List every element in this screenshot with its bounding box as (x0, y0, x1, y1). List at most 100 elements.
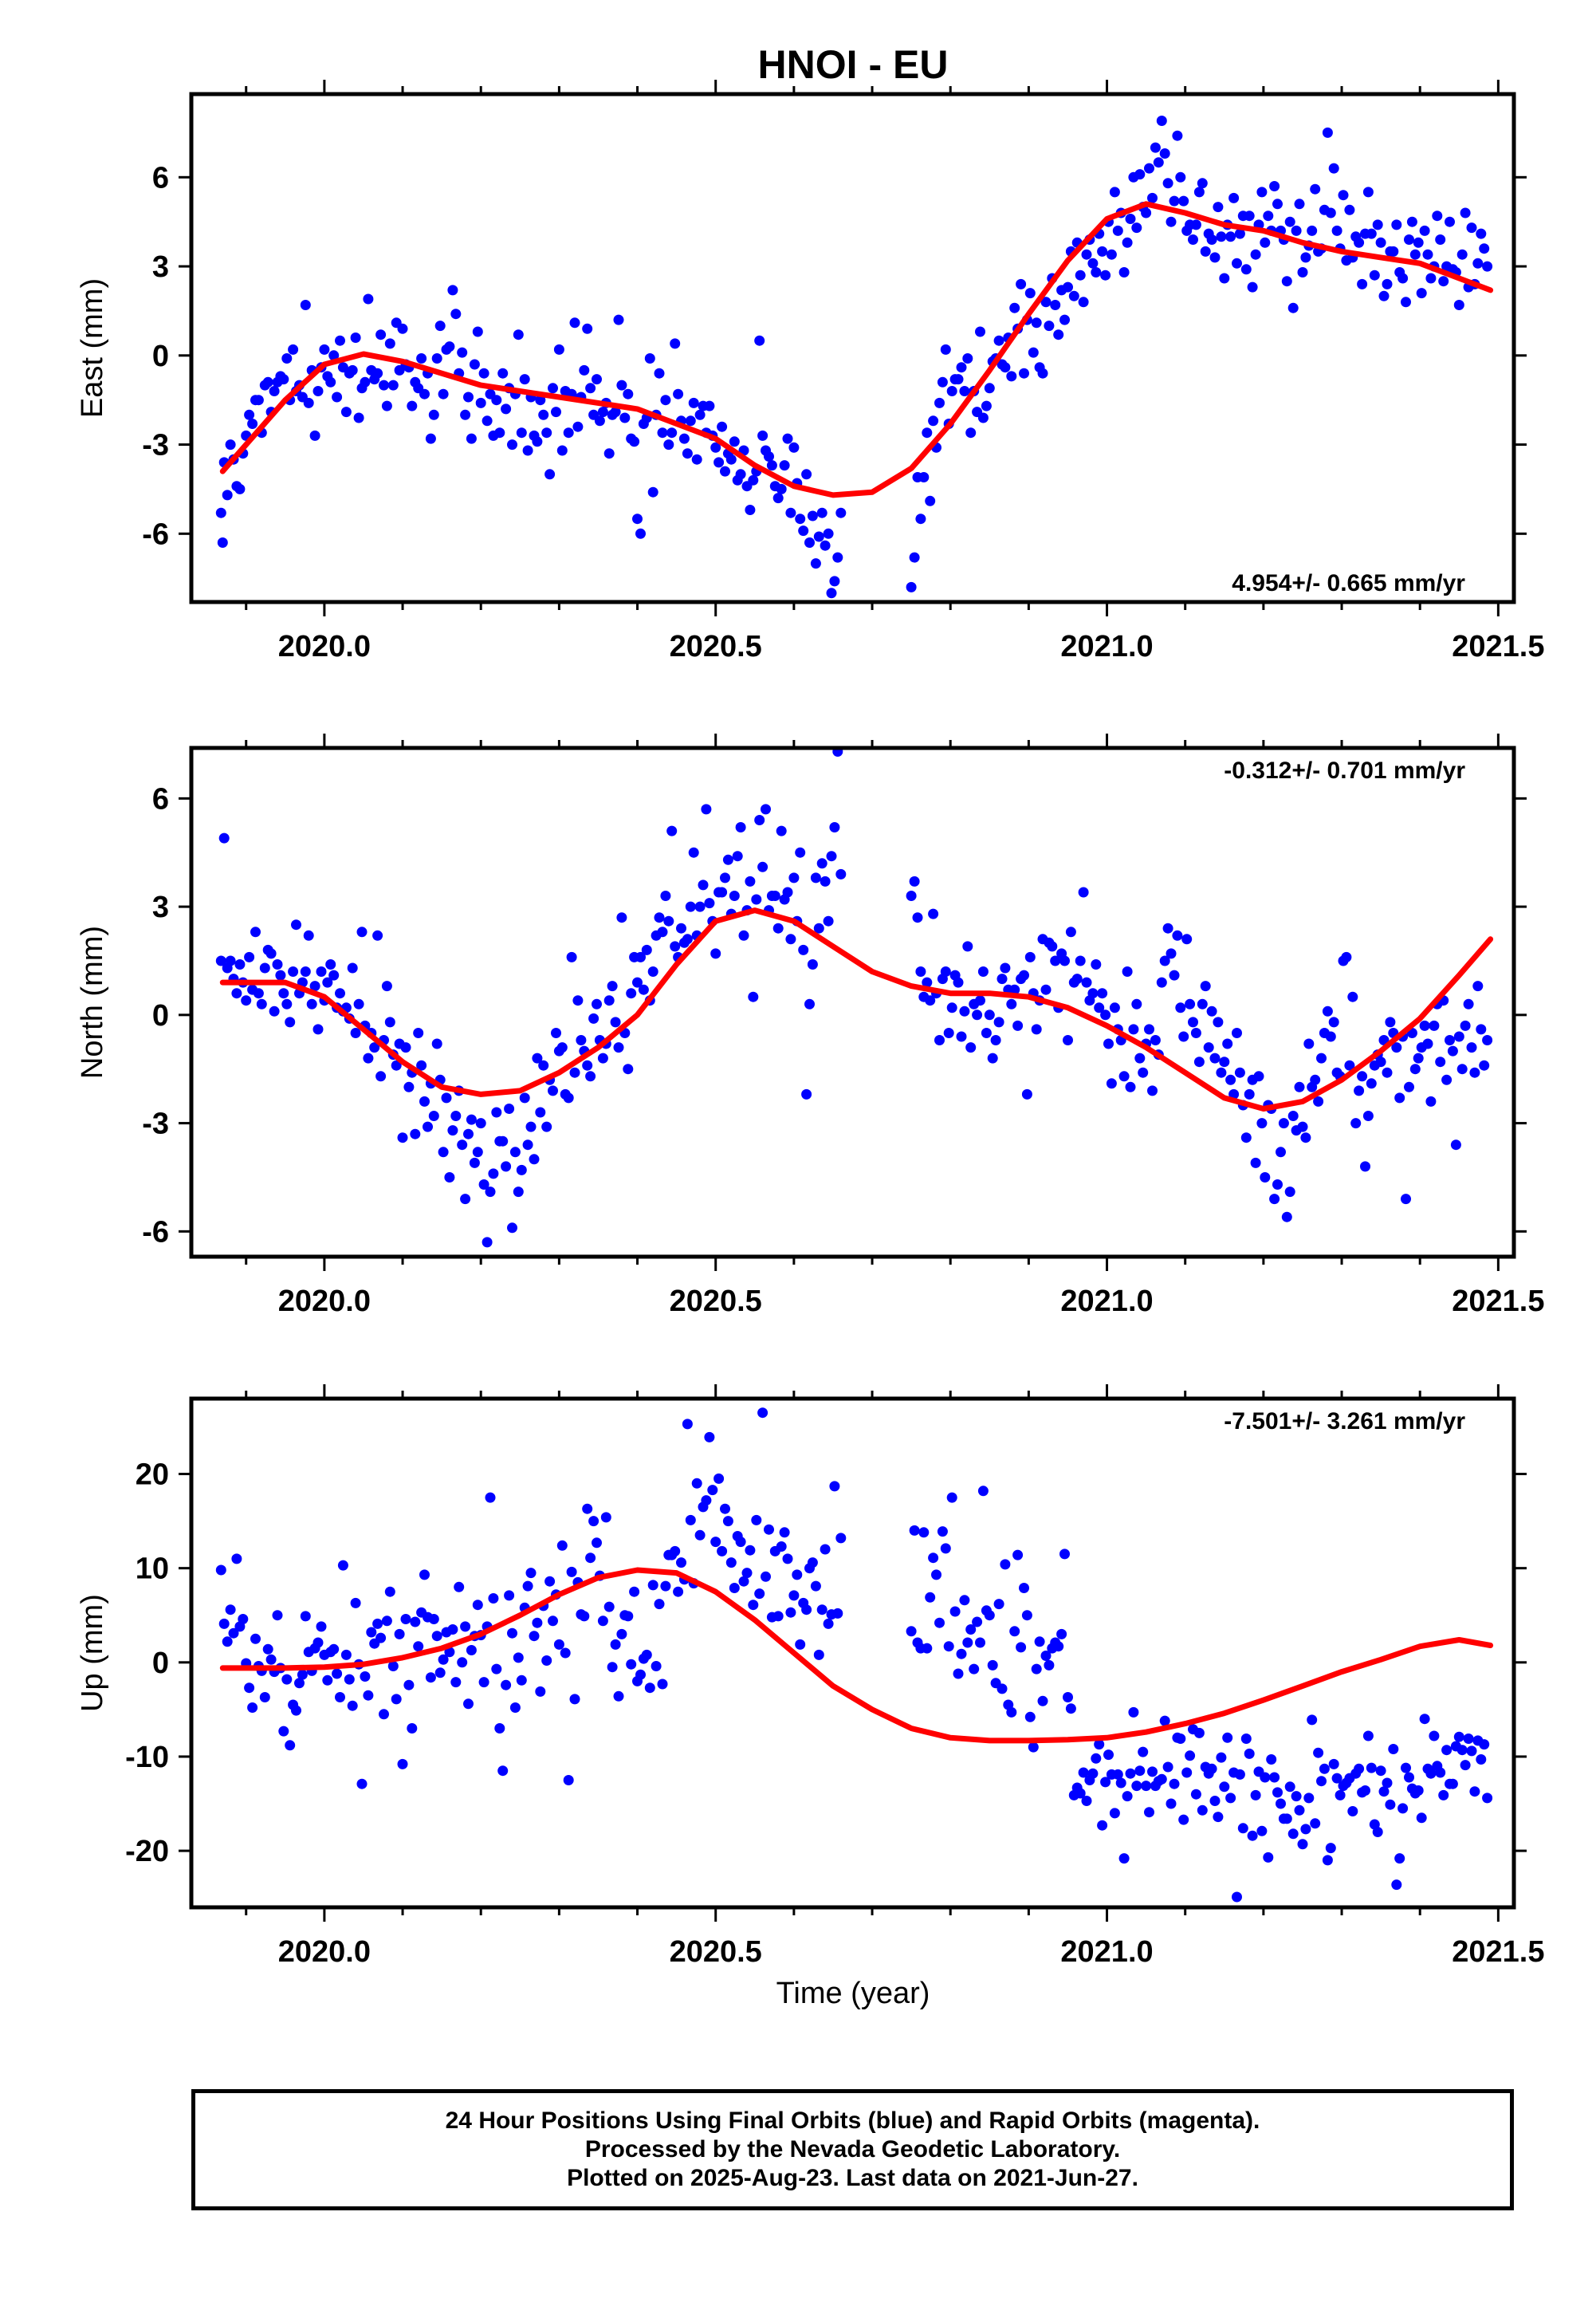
north-point (1350, 1118, 1362, 1129)
up-point (972, 1616, 983, 1627)
east-y-tick-label: 6 (152, 161, 169, 195)
east-point (922, 427, 933, 439)
east-point (1190, 219, 1201, 230)
up-point (529, 1631, 540, 1642)
up-point (946, 1492, 957, 1503)
north-point (1456, 1064, 1468, 1075)
up-point (934, 1617, 945, 1628)
up-point (940, 1543, 951, 1554)
up-point (626, 1659, 637, 1670)
up-point (366, 1627, 377, 1638)
north-point (441, 1092, 452, 1104)
east-point (1456, 249, 1468, 260)
north-point (1134, 1053, 1146, 1064)
north-point (1354, 1085, 1365, 1096)
east-point (906, 581, 917, 592)
up-point (407, 1723, 418, 1734)
north-point (745, 876, 756, 887)
north-point (269, 1005, 280, 1017)
up-point (1012, 1549, 1024, 1560)
up-point (906, 1626, 917, 1637)
east-point (425, 433, 436, 444)
north-point (1175, 1002, 1186, 1013)
up-point (1131, 1781, 1142, 1792)
up-frame (189, 1396, 1516, 1910)
north-point (1447, 1045, 1458, 1057)
up-point (281, 1674, 293, 1685)
north-point (1225, 1074, 1236, 1085)
east-point (438, 388, 449, 399)
north-point (943, 1028, 954, 1038)
up-point (1260, 1772, 1271, 1783)
up-point (757, 1407, 769, 1419)
north-point (419, 1096, 430, 1107)
east-point (1166, 216, 1177, 227)
up-point (1021, 1610, 1032, 1621)
up-point (1269, 1772, 1280, 1783)
north-point (632, 977, 643, 988)
panel-up: 2020.0 2020.5 2021.0 2021.5 -20 -10 0 10 20 Up (m… (76, 1384, 1544, 1969)
east-point (1147, 192, 1158, 203)
east-point (754, 335, 765, 346)
east-point (956, 362, 967, 373)
east-point (647, 486, 658, 498)
up-point (513, 1652, 524, 1663)
up-point (457, 1657, 468, 1668)
east-point (553, 344, 564, 355)
north-point (1190, 1028, 1201, 1038)
east-point (1028, 347, 1039, 358)
up-point (541, 1655, 552, 1666)
north-point (1040, 984, 1052, 995)
north-point (1375, 1057, 1386, 1068)
east-point (350, 333, 361, 343)
east-point (1216, 231, 1227, 242)
east-point (623, 388, 634, 399)
up-point (657, 1678, 668, 1690)
north-point (241, 995, 252, 1006)
north-y-tick-label: -3 (142, 1108, 169, 1141)
east-point (1134, 169, 1146, 180)
up-point (962, 1637, 973, 1648)
north-point (1012, 1020, 1024, 1031)
up-point (816, 1604, 827, 1615)
up-point (428, 1614, 439, 1624)
up-y-tick-label: -10 (125, 1741, 169, 1774)
east-point (785, 507, 796, 518)
east-point (1291, 225, 1302, 236)
north-point (460, 1194, 471, 1205)
up-point (509, 1702, 521, 1713)
north-point (1294, 1081, 1305, 1092)
north-point (1479, 1060, 1490, 1071)
footer-line-3: Plotted on 2025-Aug-23. Last data on 202… (567, 2165, 1138, 2191)
up-point (1222, 1732, 1233, 1743)
up-point (1266, 1754, 1277, 1765)
north-point (592, 998, 602, 1009)
up-point (651, 1661, 662, 1671)
north-point (1031, 1024, 1042, 1035)
up-point (1091, 1753, 1102, 1764)
north-point (1276, 1147, 1286, 1158)
up-point (1190, 1789, 1201, 1800)
north-point (1422, 1038, 1433, 1049)
up-point (722, 1516, 733, 1527)
up-point (1103, 1749, 1114, 1761)
east-point (959, 386, 970, 396)
north-point (444, 1172, 455, 1183)
up-point (1063, 1692, 1073, 1702)
north-point (384, 1017, 395, 1028)
up-point (431, 1631, 442, 1642)
north-point (1019, 970, 1029, 981)
east-point (1247, 281, 1258, 293)
north-point (1094, 1002, 1105, 1013)
east-point (977, 412, 989, 423)
north-point (563, 1092, 574, 1104)
up-point (497, 1765, 509, 1777)
up-point (1175, 1734, 1186, 1744)
east-point (325, 376, 336, 388)
north-point (225, 955, 236, 966)
up-point (522, 1580, 533, 1592)
east-y-tick-label: -3 (142, 429, 169, 462)
panel-east: 2020.0 2020.5 2021.0 2021.5 -6 -3 0 3 6 East (mm)… (76, 80, 1544, 663)
north-point (1200, 981, 1211, 992)
east-point (1063, 281, 1073, 293)
